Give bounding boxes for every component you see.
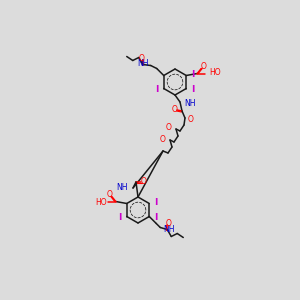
- Text: O: O: [141, 176, 147, 185]
- Text: NH: NH: [163, 225, 175, 234]
- Text: I: I: [191, 85, 195, 94]
- Text: I: I: [118, 213, 122, 222]
- Text: O: O: [160, 134, 166, 143]
- Text: HO: HO: [209, 68, 221, 77]
- Text: I: I: [191, 70, 195, 79]
- Text: O: O: [107, 190, 113, 199]
- Text: O: O: [166, 124, 172, 133]
- Text: O: O: [139, 54, 145, 63]
- Text: O: O: [200, 62, 206, 71]
- Text: NH: NH: [137, 59, 149, 68]
- Text: O: O: [188, 115, 194, 124]
- Text: I: I: [154, 198, 158, 207]
- Text: NH: NH: [116, 182, 128, 191]
- Text: NH: NH: [184, 98, 196, 107]
- Text: O: O: [165, 219, 171, 228]
- Text: HO: HO: [95, 198, 107, 207]
- Text: I: I: [154, 213, 158, 222]
- Text: O: O: [171, 106, 177, 115]
- Text: I: I: [155, 85, 159, 94]
